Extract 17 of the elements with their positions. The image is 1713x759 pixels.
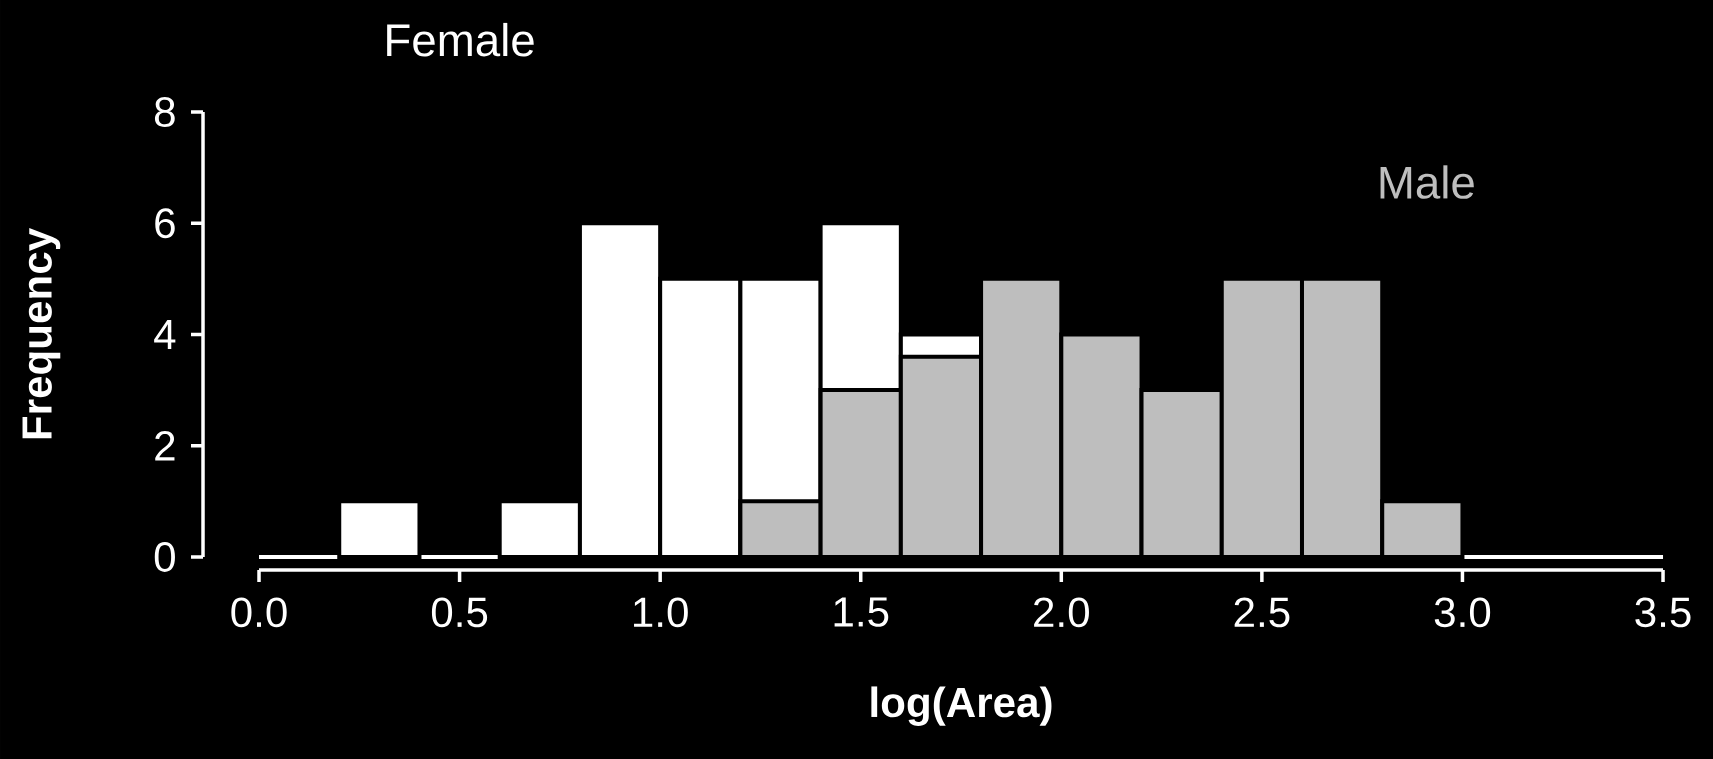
series-label: Male	[1380, 165, 1474, 199]
x-tick-label: 2.0	[1034, 597, 1089, 628]
x-tick-label: 0.5	[431, 597, 488, 628]
x-tick-label: 3.5	[1635, 597, 1691, 628]
y-tick-label: 0	[154, 542, 175, 572]
text: Female	[387, 22, 534, 57]
x-tick-label: 2.5	[1234, 597, 1290, 628]
y-axis-title: Frequency	[22, 228, 61, 439]
y-tick-label: 8	[154, 97, 175, 127]
x-tick-label: 3.0	[1434, 597, 1491, 628]
x-tick-label: 0.0	[231, 597, 287, 628]
y-tick-label: 4	[154, 320, 176, 350]
x-tick-label: 1.5	[834, 597, 889, 627]
y-tick-label: 2	[155, 431, 175, 461]
x-tick-label: 1.0	[634, 597, 688, 628]
y-tick-label: 6	[155, 208, 175, 239]
x-axis-title: log(Area)	[871, 686, 1052, 726]
